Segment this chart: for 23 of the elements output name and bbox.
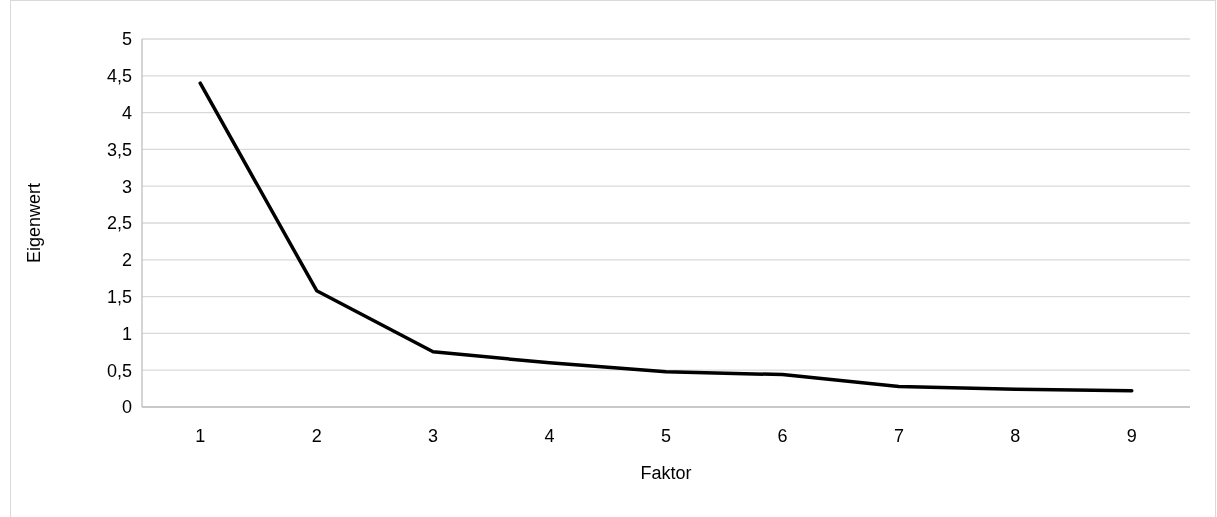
x-tick-label: 2 [311,426,322,446]
x-tick-label: 8 [1010,426,1021,446]
y-axis-title: Eigenwert [24,182,44,264]
y-tick-label: 1 [121,323,132,344]
x-tick-label: 7 [893,426,904,446]
x-tick-label: 5 [660,426,672,446]
y-tick-label: 0,5 [106,360,132,381]
y-tick-label: 4 [121,102,132,123]
y-tick-label: 5 [121,29,132,50]
x-tick-label: 3 [428,426,439,446]
y-tick-label: 3 [121,176,132,197]
x-tick-label: 6 [777,426,788,446]
x-tick-label: 1 [195,426,206,446]
x-tick-label: 4 [544,426,555,446]
x-tick-label: 9 [1126,426,1137,446]
x-axis-title: Faktor [640,463,692,483]
y-tick-label: 1,5 [106,286,132,307]
y-tick-label: 0 [121,397,132,418]
y-tick-label: 2 [121,250,132,271]
line-series [198,81,1134,393]
y-tick-label: 4,5 [106,66,132,87]
y-tick-label: 2,5 [106,213,132,234]
y-tick-label: 3,5 [106,139,132,160]
